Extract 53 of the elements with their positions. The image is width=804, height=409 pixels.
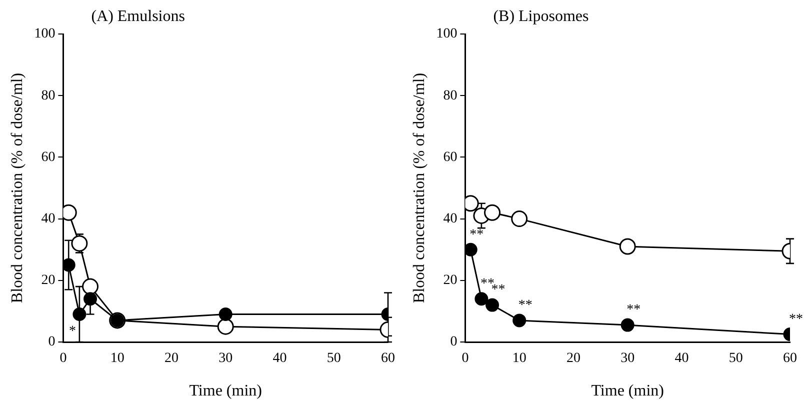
- annotation: **: [470, 227, 484, 242]
- y-tick-label: 40: [443, 211, 458, 226]
- y-tick-label: 100: [34, 26, 56, 42]
- point: [217, 318, 234, 335]
- x-tick-label: 30: [620, 351, 635, 366]
- y-tick-label: 80: [41, 88, 56, 104]
- x-tick-label: 20: [566, 351, 580, 366]
- x-tick-label: 60: [381, 351, 395, 366]
- y-tick-label: 20: [443, 273, 458, 288]
- y-tick-label: 60: [443, 150, 458, 165]
- x-tick-label: 40: [272, 351, 287, 366]
- point: [511, 210, 528, 228]
- point: [218, 308, 232, 322]
- y-tick-label: 20: [41, 273, 56, 288]
- point: [465, 242, 478, 256]
- y-tick-label: 80: [443, 88, 458, 104]
- chart-title: (B) Liposomes: [493, 8, 589, 26]
- point: [620, 318, 634, 332]
- point: [84, 292, 98, 306]
- y-tick-label: 0: [48, 334, 56, 350]
- x-tick-label: 10: [110, 351, 124, 366]
- x-tick-label: 0: [462, 351, 469, 366]
- x-tick-label: 60: [783, 351, 797, 366]
- x-tick-label: 20: [164, 351, 178, 366]
- annotation: **: [626, 302, 641, 318]
- x-tick-label: 0: [60, 351, 67, 366]
- y-axis-title: Blood concentration (% of dose/ml): [8, 72, 26, 304]
- point: [72, 308, 86, 322]
- point: [71, 235, 88, 252]
- point: [63, 258, 76, 272]
- point: [619, 238, 636, 255]
- point: [512, 314, 526, 328]
- x-axis-title: Time (min): [591, 382, 664, 400]
- x-tick-label: 10: [512, 351, 526, 366]
- annotation: *: [68, 324, 76, 339]
- point: [486, 298, 500, 312]
- x-tick-label: 30: [218, 351, 233, 366]
- chart-title: (A) Emulsions: [91, 8, 185, 26]
- y-tick-label: 60: [41, 150, 56, 165]
- x-tick-label: 50: [728, 351, 743, 366]
- x-tick-label: 40: [674, 351, 689, 366]
- y-tick-label: 0: [450, 334, 458, 350]
- y-axis-title: Blood concentration (% of dose/ml): [410, 72, 428, 304]
- x-tick-label: 50: [326, 351, 341, 366]
- point: [474, 292, 488, 306]
- point: [484, 204, 501, 221]
- point: [82, 278, 99, 295]
- annotation: **: [491, 282, 506, 298]
- annotation: **: [518, 298, 532, 314]
- annotation: **: [789, 312, 803, 327]
- y-tick-label: 100: [436, 26, 458, 42]
- y-tick-label: 40: [41, 211, 56, 226]
- x-axis-title: Time (min): [189, 382, 262, 400]
